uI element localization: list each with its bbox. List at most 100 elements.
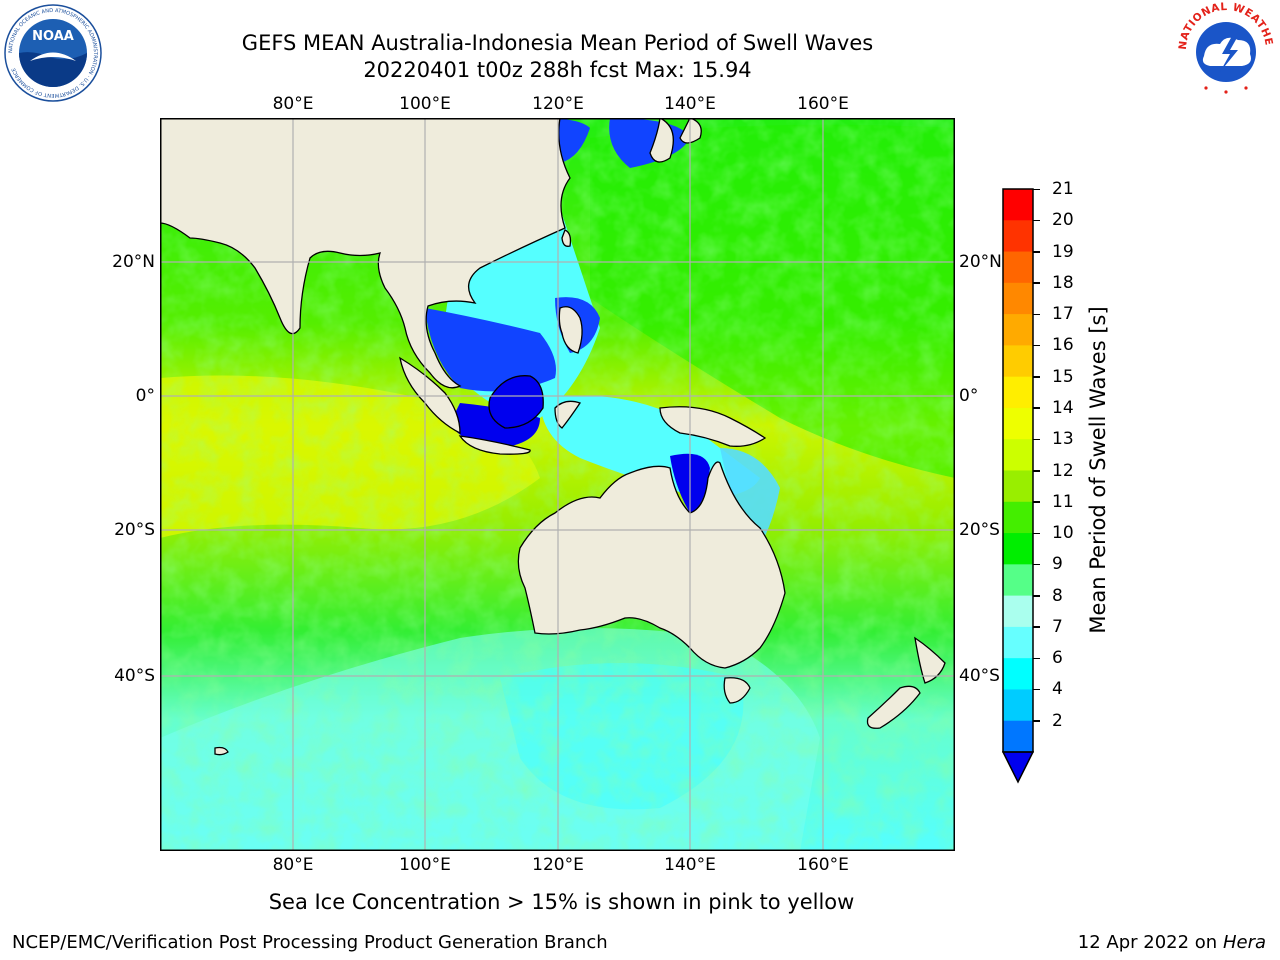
colorbar-tick-label: 21 — [1052, 179, 1074, 199]
lon-tick-bottom-160e: 160°E — [797, 855, 849, 875]
colorbar-tick-label: 8 — [1052, 585, 1063, 606]
land-australia — [517, 461, 786, 669]
colorbar-tick-mark — [1033, 407, 1040, 409]
colorbar-segment — [1003, 501, 1033, 534]
lon-tick-top-160e: 160°E — [797, 94, 849, 114]
lon-tick-bottom-140e: 140°E — [664, 855, 716, 875]
colorbar-tick-label: 7 — [1052, 616, 1063, 637]
colorbar-segment — [1003, 689, 1033, 722]
generation-date-text: 12 Apr 2022 on — [1077, 932, 1223, 953]
map-border — [160, 118, 955, 851]
colorbar-tick-mark — [1033, 595, 1040, 597]
sea-ice-footnote: Sea Ice Concentration > 15% is shown in … — [268, 890, 855, 914]
lon-tick-top-140e: 140°E — [664, 94, 716, 114]
colorbar-tick-label: 11 — [1052, 491, 1074, 512]
colorbar-tick-mark — [1033, 720, 1040, 722]
colorbar-tick-label: 17 — [1052, 304, 1074, 325]
lon-tick-top-80e: 80°E — [272, 94, 314, 114]
colorbar-tick-mark — [1033, 219, 1040, 222]
colorbar-tick-label: 19 — [1052, 241, 1074, 262]
colorbar-segment — [1003, 220, 1033, 253]
colorbar-tick-mark — [1033, 626, 1040, 628]
colorbar-tick-mark — [1033, 282, 1040, 284]
lat-tick-right-20n: 20°N — [959, 252, 1002, 272]
lat-tick-left-20s: 20°S — [114, 520, 155, 540]
colorbar-segment — [1003, 314, 1033, 346]
colorbar-tick-mark — [1033, 688, 1040, 691]
colorbar-segment — [1003, 595, 1033, 628]
lat-tick-right-40s: 40°S — [959, 666, 1000, 686]
colorbar-segment — [1003, 345, 1033, 378]
colorbar-segment — [1003, 189, 1033, 221]
colorbar-segment — [1003, 376, 1033, 409]
nws-logo: NATIONAL WEATHER SERVICE — [1172, 0, 1276, 100]
land-new-zealand-south — [866, 685, 921, 729]
colorbar-tick-label: 9 — [1052, 554, 1063, 575]
land-java — [458, 435, 531, 455]
lon-tick-bottom-100e: 100°E — [399, 855, 451, 875]
colorbar-segment — [1003, 407, 1033, 440]
colorbar-segment — [1003, 720, 1033, 753]
colorbar-tick-label: 14 — [1052, 397, 1074, 418]
colorbar-segment — [1003, 282, 1033, 315]
lat-tick-left-0: 0° — [135, 386, 155, 406]
land-korea-japan — [649, 118, 702, 163]
colorbar-tick-label: 18 — [1052, 272, 1074, 293]
lon-tick-top-120e: 120°E — [532, 94, 584, 114]
land-tasmania — [723, 677, 751, 704]
land-philippines — [558, 306, 583, 354]
land-taiwan — [561, 229, 572, 247]
colorbar-tick-mark — [1033, 376, 1040, 378]
colorbar-tick-mark — [1033, 470, 1040, 472]
colorbar-tick-mark — [1033, 438, 1040, 441]
colorbar-segment — [1003, 564, 1033, 597]
lon-tick-bottom-80e: 80°E — [272, 855, 314, 875]
land-asia — [160, 118, 571, 389]
land-borneo — [488, 375, 544, 429]
colorbar-tick-label: 12 — [1052, 460, 1074, 481]
lat-tick-right-0: 0° — [959, 386, 979, 406]
map-subtitle: 20220401 t00z 288h fcst Max: 15.94 — [363, 58, 752, 82]
colorbar — [1001, 188, 1035, 784]
colorbar-tick-mark — [1033, 657, 1040, 660]
noaa-logo: NATIONAL OCEANIC AND ATMOSPHERIC ADMINIS… — [4, 4, 102, 102]
land-kerguelen — [214, 746, 229, 756]
colorbar-tick-label: 15 — [1052, 366, 1074, 387]
lon-tick-top-100e: 100°E — [399, 94, 451, 114]
lat-tick-left-20n: 20°N — [112, 252, 155, 272]
colorbar-tick-label: 20 — [1052, 210, 1074, 231]
colorbar-tick-label: 13 — [1052, 429, 1074, 450]
colorbar-tick-mark — [1033, 344, 1040, 347]
swell-period-map — [160, 118, 955, 851]
colorbar-segment — [1003, 470, 1033, 503]
colorbar-segment — [1003, 626, 1033, 659]
colorbar-tick-mark — [1033, 188, 1040, 190]
colorbar-tick-mark — [1033, 251, 1040, 253]
colorbar-segment — [1003, 251, 1033, 284]
colorbar-tick-mark — [1033, 313, 1040, 316]
colorbar-tick-label: 6 — [1052, 648, 1063, 669]
lat-tick-left-40s: 40°S — [114, 666, 155, 686]
producer-credit: NCEP/EMC/Verification Post Processing Pr… — [12, 932, 608, 953]
colorbar-tick-label: 2 — [1052, 710, 1063, 731]
colorbar-tick-mark — [1033, 563, 1040, 566]
indonesia-blue-seas — [425, 308, 556, 392]
colorbar-tick-mark — [1033, 532, 1040, 535]
generation-date: 12 Apr 2022 on Hera — [1078, 932, 1266, 953]
colorbar-label: Mean Period of Swell Waves [s] — [1086, 306, 1110, 634]
colorbar-tick-mark — [1033, 501, 1040, 503]
land-sulawesi — [554, 400, 582, 429]
colorbar-tick-label: 4 — [1052, 679, 1063, 700]
land-new-guinea — [659, 406, 767, 447]
colorbar-tick-label: 10 — [1052, 523, 1074, 544]
colorbar-segment — [1003, 658, 1033, 690]
colorbar-extend-triangle — [1001, 751, 1035, 784]
colorbar-segment — [1003, 439, 1033, 471]
host-name: Hera — [1222, 932, 1266, 953]
colorbar-segment — [1003, 533, 1033, 565]
noaa-logo-text: NOAA — [32, 29, 74, 44]
lat-tick-right-20s: 20°S — [959, 520, 1000, 540]
map-title: GEFS MEAN Australia-Indonesia Mean Perio… — [241, 31, 874, 55]
colorbar-tick-label: 16 — [1052, 335, 1074, 356]
lon-tick-bottom-120e: 120°E — [532, 855, 584, 875]
